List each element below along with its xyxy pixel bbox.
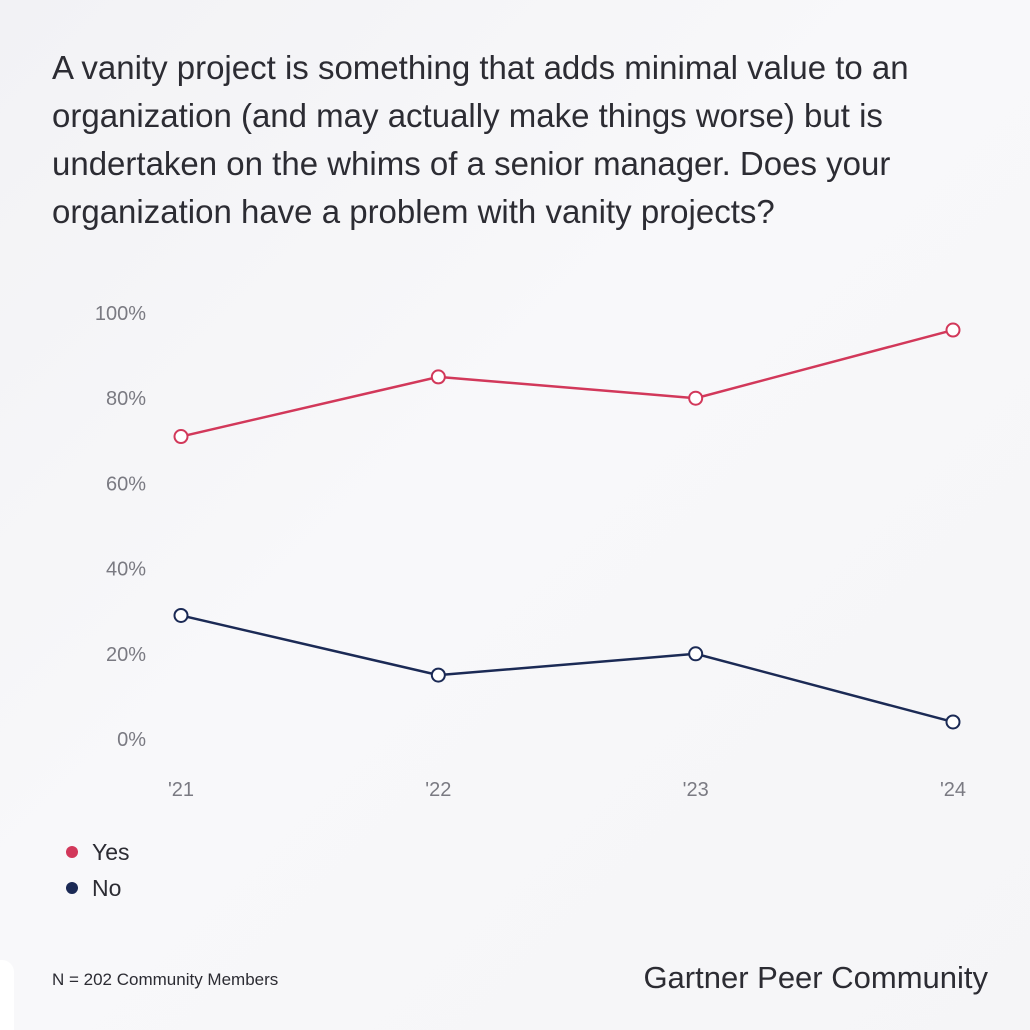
brand-logo-text: Gartner Peer Community: [643, 960, 988, 995]
left-edge-panel: [0, 960, 14, 1030]
y-tick-label: 80%: [106, 388, 146, 410]
data-point-no[interactable]: [173, 607, 189, 623]
data-point-yes[interactable]: [173, 429, 189, 445]
data-point-yes[interactable]: [688, 390, 704, 406]
survey-question: A vanity project is something that adds …: [52, 49, 909, 230]
data-point-no[interactable]: [945, 714, 961, 730]
legend-item-no[interactable]: No: [66, 870, 130, 906]
series-line-yes: [180, 328, 954, 438]
data-point-no[interactable]: [430, 667, 446, 683]
data-point-yes[interactable]: [430, 369, 446, 385]
legend-label: Yes: [92, 838, 130, 865]
y-tick-label: 0%: [117, 729, 146, 751]
series-layer: [173, 322, 961, 730]
x-tick-label: '21: [168, 779, 194, 801]
x-tick-label: '24: [940, 779, 966, 801]
x-axis-ticks: '21 '22 '23 '24: [168, 779, 966, 801]
legend-swatch: [66, 882, 78, 894]
y-tick-label: 60%: [106, 473, 146, 495]
y-tick-label: 20%: [106, 644, 146, 666]
data-point-yes[interactable]: [945, 322, 961, 338]
x-tick-label: '23: [683, 779, 709, 801]
y-axis-ticks: 0% 20% 40% 60% 80% 100%: [95, 303, 146, 751]
legend-label: No: [92, 874, 122, 901]
y-tick-label: 40%: [106, 559, 146, 581]
line-chart: 0% 20% 40% 60% 80% 100% '21 '22 '23 '24: [95, 303, 966, 801]
sample-size-footnote: N = 202 Community Members: [52, 970, 279, 989]
legend-item-yes[interactable]: Yes: [66, 834, 130, 870]
x-tick-label: '22: [425, 779, 451, 801]
y-tick-label: 100%: [95, 303, 146, 325]
legend: Yes No: [66, 834, 130, 906]
data-point-no[interactable]: [688, 646, 704, 662]
series-line-no: [180, 614, 954, 724]
legend-swatch: [66, 846, 78, 858]
